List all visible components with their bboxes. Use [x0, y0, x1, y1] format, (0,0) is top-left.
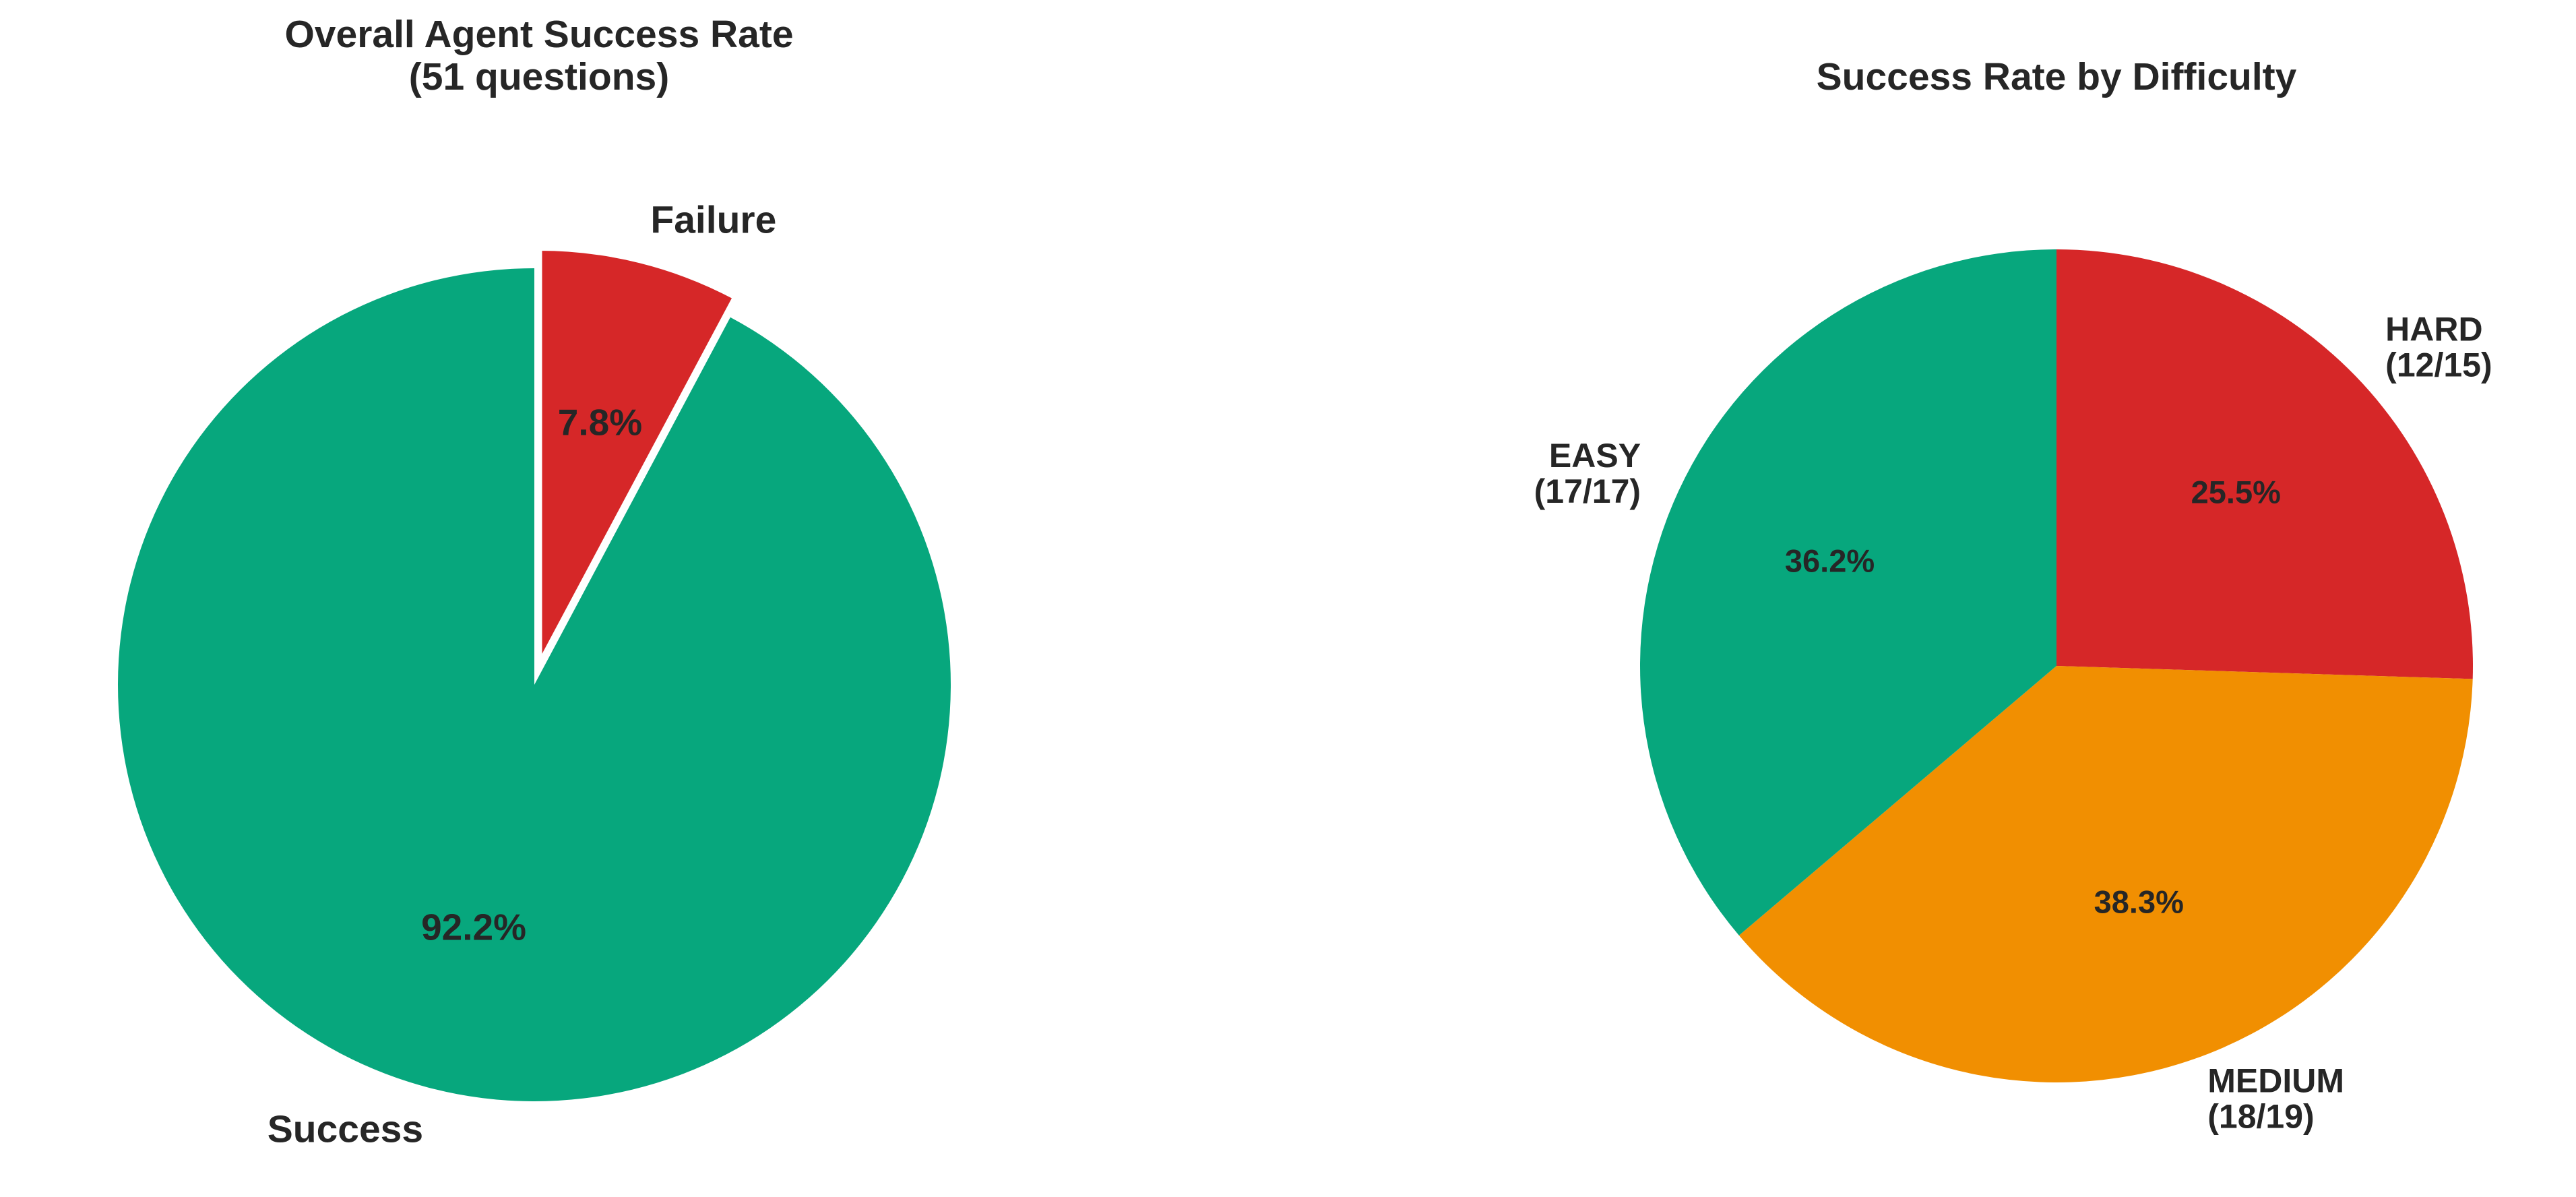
- pie-category-label-line: HARD: [2385, 310, 2482, 348]
- pie-category-label-easy: EASY (17/17): [1534, 437, 1641, 510]
- pie-category-label-line: (12/15): [2385, 346, 2492, 383]
- chart-title: Success Rate by Difficulty: [1817, 55, 2297, 98]
- pie-category-label-line: Success: [268, 1107, 423, 1150]
- pie-category-label-line: (18/19): [2207, 1097, 2314, 1135]
- pie-slice-hard: [2056, 249, 2473, 679]
- pie-category-label-line: EASY: [1549, 437, 1641, 474]
- chart-title-line-2: (51 questions): [409, 55, 669, 98]
- pie-percent-label-medium: 38.3%: [2094, 884, 2184, 920]
- pie-percent-label-easy: 36.2%: [1785, 543, 1875, 579]
- pie-category-label-failure: Failure: [650, 199, 776, 242]
- pie-labels: 7.8% Failure 92.2% Success: [268, 199, 777, 1151]
- chart-title-line-1: Overall Agent Success Rate: [284, 13, 793, 56]
- pie-slices: [118, 245, 951, 1101]
- pie-slice-failure: [536, 245, 739, 666]
- pie-slices: [1640, 249, 2473, 1083]
- pie-category-label-hard: HARD (12/15): [2385, 310, 2492, 383]
- pie-category-label-line: (17/17): [1534, 472, 1641, 510]
- pie-percent-label-hard: 25.5%: [2191, 474, 2281, 510]
- pie-category-label-success: Success: [268, 1107, 423, 1150]
- difficulty-success-pie-chart: Success Rate by Difficulty 25.5% HARD (12/…: [1534, 55, 2492, 1135]
- pie-slice-easy: [1640, 249, 2056, 935]
- pie-percent-label-success: 92.2%: [421, 907, 526, 948]
- pie-slice-medium: [1738, 666, 2473, 1083]
- pie-percent-label-failure: 7.8%: [558, 401, 642, 443]
- overall-success-pie-chart: Overall Agent Success Rate (51 questions…: [118, 13, 951, 1150]
- pie-category-label-medium: MEDIUM (18/19): [2207, 1062, 2344, 1135]
- pie-category-label-line: MEDIUM: [2207, 1062, 2344, 1099]
- pie-category-label-line: Failure: [650, 199, 776, 242]
- pie-labels: 25.5% HARD (12/15) 38.3% MEDIUM (18/19) 36.2% E…: [1534, 310, 2492, 1135]
- pie-slice-success: [118, 268, 951, 1101]
